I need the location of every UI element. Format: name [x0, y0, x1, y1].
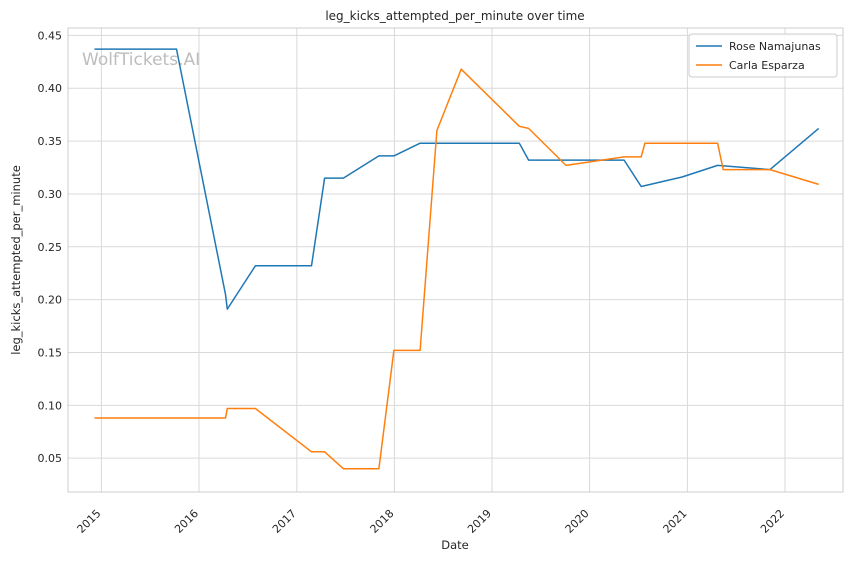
- legend-box: [688, 33, 838, 78]
- grid-layer: [68, 28, 843, 492]
- legend-label-carla-esparza: Carla Esparza: [729, 59, 805, 72]
- plot-frame: [67, 27, 844, 493]
- y-axis-title: leg_kicks_attempted_per_minute: [9, 165, 23, 355]
- y-tick-label: 0.10: [38, 399, 63, 412]
- watermark: WolfTickets.AI: [82, 50, 200, 70]
- y-tick-label: 0.35: [38, 135, 63, 148]
- series-line-carla-esparza: [94, 68, 819, 470]
- y-tick-label: 0.40: [38, 82, 63, 95]
- legend: Rose Namajunas Carla Esparza: [688, 33, 838, 78]
- y-tick-label: 0.15: [38, 346, 63, 359]
- y-tick-label: 0.30: [38, 188, 63, 201]
- series-layer: [94, 48, 820, 470]
- y-tick-label: 0.25: [38, 241, 63, 254]
- y-tick-label: 0.45: [38, 29, 63, 42]
- chart-title: leg_kicks_attempted_per_minute over time: [325, 9, 584, 23]
- y-ticks-layer: 0.05 0.10 0.15 0.20 0.25 0.30 0.35 0.40 0.45: [38, 29, 63, 465]
- legend-label-rose-namajunas: Rose Namajunas: [729, 40, 821, 53]
- series-line-rose-namajunas: [94, 48, 820, 310]
- x-axis-title: Date: [441, 538, 469, 552]
- y-tick-label: 0.20: [38, 294, 63, 307]
- y-tick-label: 0.05: [38, 452, 63, 465]
